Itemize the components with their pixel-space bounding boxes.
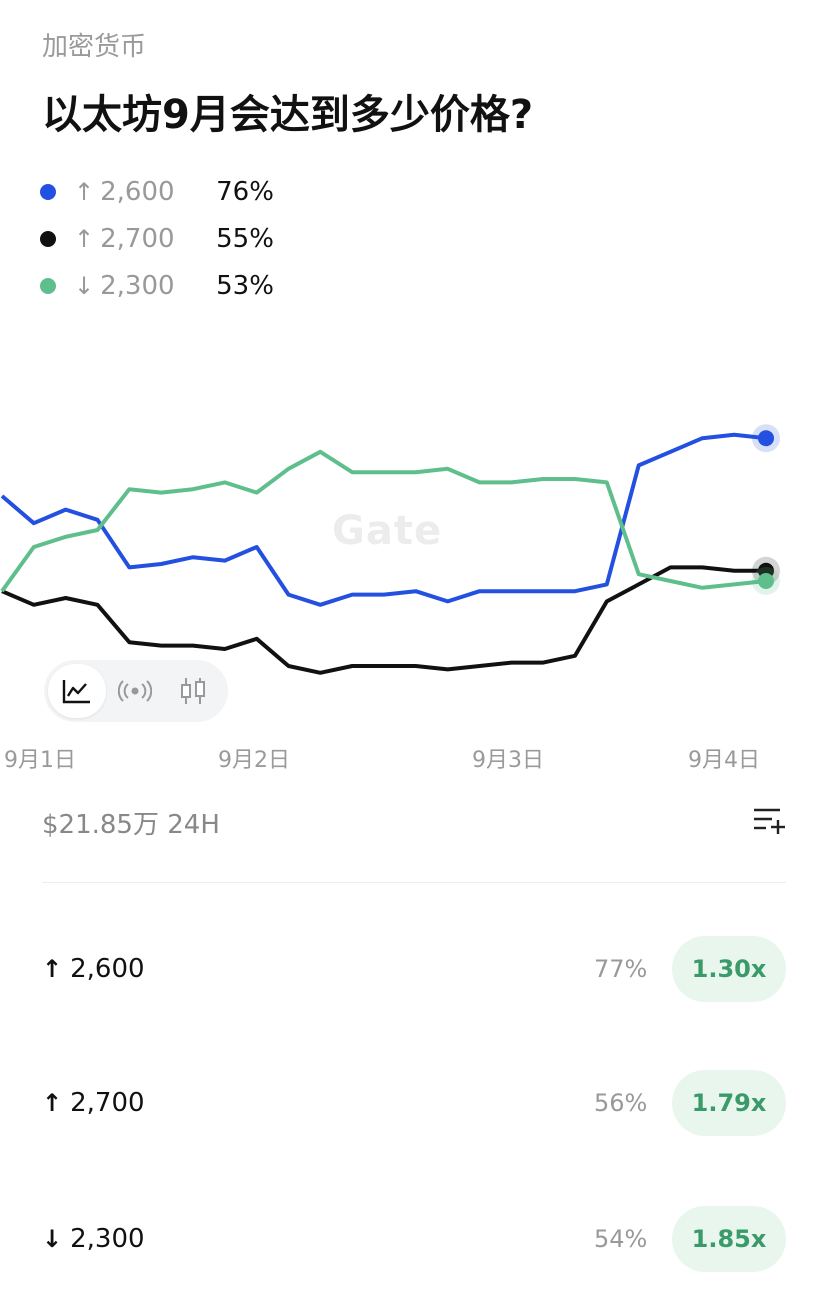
chart-legend: ↑ 2,600 76% ↑ 2,700 55% ↓ 2,300 53% <box>40 168 274 309</box>
line-chart-icon[interactable] <box>48 664 106 718</box>
outcome-price: 2,600 <box>70 954 145 984</box>
up-arrow-icon: ↑ <box>42 955 63 983</box>
down-arrow-icon: ↓ <box>42 1225 63 1253</box>
filter-add-icon[interactable] <box>752 804 786 836</box>
x-tick-label: 9月4日 <box>688 748 760 773</box>
outcome-row[interactable]: ↑ 2,600 77% 1.30x <box>42 936 786 1002</box>
probability-line-chart[interactable] <box>0 320 828 740</box>
legend-dot-icon <box>40 277 56 294</box>
gate-watermark: Gate <box>332 508 443 554</box>
series-end-point-2 <box>758 573 774 589</box>
up-arrow-icon: ↑ <box>74 177 95 206</box>
outcome-price: 2,700 <box>70 1088 145 1118</box>
multiplier-button[interactable]: 1.85x <box>672 1206 786 1272</box>
up-arrow-icon: ↑ <box>42 1089 63 1117</box>
candlestick-icon[interactable] <box>164 664 222 718</box>
series-line-0 <box>0 432 767 607</box>
legend-price: 2,600 <box>100 176 175 207</box>
legend-percent: 53% <box>216 270 274 301</box>
outcome-row[interactable]: ↑ 2,700 56% 1.79x <box>42 1070 786 1136</box>
up-arrow-icon: ↑ <box>74 224 95 253</box>
x-tick-label: 9月2日 <box>218 748 290 773</box>
legend-price: 2,300 <box>100 270 175 301</box>
legend-item: ↓ 2,300 53% <box>40 262 274 309</box>
legend-item: ↑ 2,600 76% <box>40 168 274 215</box>
x-tick-label: 9月1日 <box>4 748 76 773</box>
series-line-1 <box>1 565 766 675</box>
volume-24h: $21.85万 24H <box>42 810 220 840</box>
series-line-2 <box>0 449 767 593</box>
legend-percent: 76% <box>216 176 274 207</box>
live-icon[interactable] <box>106 664 164 718</box>
multiplier-button[interactable]: 1.79x <box>672 1070 786 1136</box>
x-tick-label: 9月3日 <box>472 748 544 773</box>
series-end-point-0 <box>758 430 774 447</box>
legend-percent: 55% <box>216 223 274 254</box>
divider <box>42 882 786 883</box>
outcome-row[interactable]: ↓ 2,300 54% 1.85x <box>42 1206 786 1272</box>
page-title: 以太坊9月会达到多少价格? <box>42 92 534 138</box>
multiplier-button[interactable]: 1.30x <box>672 936 786 1002</box>
outcome-probability: 54% <box>594 1225 648 1253</box>
down-arrow-icon: ↓ <box>74 271 95 300</box>
chart-type-switcher <box>44 660 228 722</box>
legend-dot-icon <box>40 183 56 200</box>
outcome-price: 2,300 <box>70 1224 145 1254</box>
outcome-probability: 56% <box>594 1089 648 1117</box>
outcome-probability: 77% <box>594 955 648 983</box>
legend-price: 2,700 <box>100 223 175 254</box>
legend-dot-icon <box>40 230 56 247</box>
legend-item: ↑ 2,700 55% <box>40 215 274 262</box>
category-label: 加密货币 <box>42 32 147 62</box>
